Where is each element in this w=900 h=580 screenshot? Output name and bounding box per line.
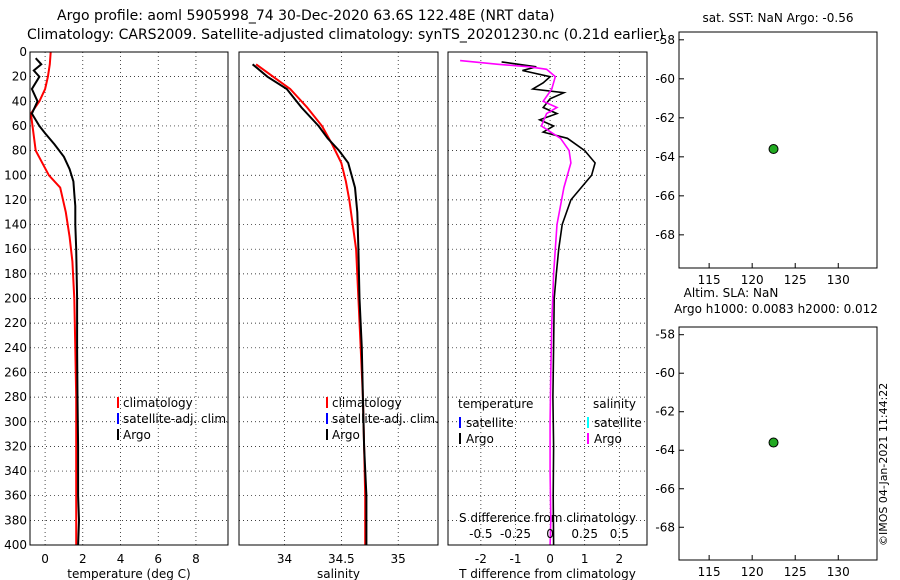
y-tick-label: 380 — [4, 513, 27, 527]
x-tick-label: 0 — [41, 552, 49, 566]
y-tick-label: 120 — [4, 193, 27, 207]
y-tick-label: 260 — [4, 365, 27, 379]
s-tick-label: 0.5 — [610, 527, 629, 541]
plot-frame-0 — [29, 51, 229, 546]
y-tick-label: 20 — [12, 70, 27, 84]
legend-label: satellite-adj. clim. — [123, 412, 230, 426]
x-tick-label: 120 — [741, 273, 764, 287]
x-tick-label: 130 — [827, 273, 850, 287]
x-tick-label: -1 — [510, 552, 522, 566]
x-tick-label: 0 — [546, 552, 554, 566]
y-tick-label: 80 — [12, 144, 27, 158]
series-line-argo — [30, 57, 81, 546]
s-tick-label: 0 — [546, 527, 554, 541]
y-tick-label: -62 — [655, 405, 675, 419]
y-tick-label: -68 — [655, 520, 675, 534]
x-tick-label: 4 — [117, 552, 125, 566]
y-tick-label: -64 — [655, 150, 675, 164]
y-tick-label: 60 — [12, 119, 27, 133]
x-tick-label: 8 — [192, 552, 200, 566]
float-location-marker — [768, 437, 779, 448]
legend-label: Argo — [123, 428, 151, 442]
legend-label-sal: Argo — [594, 432, 622, 446]
y-tick-label: -66 — [655, 482, 675, 496]
legend-header-temperature: temperature — [458, 397, 533, 411]
y-tick-label: 40 — [12, 94, 27, 108]
y-tick-label: 300 — [4, 415, 27, 429]
y-tick-label: 340 — [4, 464, 27, 478]
y-tick-label: 280 — [4, 390, 27, 404]
x-tick-label: 6 — [154, 552, 162, 566]
legend-label: Argo — [332, 428, 360, 442]
x-tick-label: 120 — [741, 565, 764, 579]
x-axis-label: temperature (deg C) — [67, 567, 190, 580]
y-tick-label: -60 — [655, 366, 675, 380]
y-tick-label: -68 — [655, 228, 675, 242]
y-tick-label: 0 — [19, 45, 27, 59]
legend-label-sal: satellite — [594, 416, 642, 430]
map-frame-3 — [678, 31, 878, 269]
series-line-salinity-argo — [460, 59, 572, 546]
y-tick-label: 140 — [4, 218, 27, 232]
x-tick-label: -2 — [475, 552, 487, 566]
x-tick-label: 125 — [784, 273, 807, 287]
x-tick-label: 34.5 — [328, 552, 355, 566]
y-tick-label: -66 — [655, 189, 675, 203]
plot-frame-1 — [238, 51, 439, 546]
credit-text: ©IMOS 04-Jan-2021 11:44:22 — [877, 383, 890, 546]
legend-label-temp: satellite — [466, 416, 514, 430]
y-tick-label: -64 — [655, 443, 675, 457]
x-tick-label: 130 — [827, 565, 850, 579]
y-tick-label: -58 — [655, 33, 675, 47]
legend-label-temp: Argo — [466, 432, 494, 446]
title-line1: Argo profile: aoml 5905998_74 30-Dec-202… — [57, 8, 555, 24]
x-tick-label: 34 — [277, 552, 292, 566]
y-tick-label: -60 — [655, 72, 675, 86]
map1-title: sat. SST: NaN Argo: -0.56 — [703, 11, 854, 25]
x-axis-label: T difference from climatology — [458, 567, 636, 580]
x-axis-label: salinity — [317, 567, 360, 580]
y-tick-label: -58 — [655, 328, 675, 342]
legend-label: climatology — [123, 396, 193, 410]
x-tick-label: 2 — [615, 552, 623, 566]
float-location-marker — [768, 144, 779, 155]
x-tick-label: 1 — [581, 552, 589, 566]
legend-header-salinity: salinity — [593, 397, 636, 411]
y-tick-label: 320 — [4, 439, 27, 453]
series-line-argo — [251, 63, 368, 545]
map2-title: Altim. SLA: NaN — [684, 286, 779, 300]
title-line2: Climatology: CARS2009. Satellite-adjuste… — [27, 27, 664, 43]
y-tick-label: 240 — [4, 341, 27, 355]
x-tick-label: 125 — [784, 565, 807, 579]
x-tick-label: 115 — [698, 565, 721, 579]
y-tick-label: 100 — [4, 168, 27, 182]
x-tick-label: 35 — [391, 552, 406, 566]
x-tick-label: 2 — [79, 552, 87, 566]
s-tick-label: -0.25 — [500, 527, 531, 541]
map-frame-4 — [678, 326, 878, 561]
y-tick-label: 160 — [4, 242, 27, 256]
s-tick-label: 0.25 — [571, 527, 598, 541]
y-tick-label: 400 — [4, 538, 27, 552]
y-tick-label: 360 — [4, 489, 27, 503]
x-tick-label: 115 — [698, 273, 721, 287]
y-tick-label: 180 — [4, 267, 27, 281]
s-axis-label: S difference from climatology — [459, 511, 636, 525]
y-tick-label: 220 — [4, 316, 27, 330]
s-tick-label: -0.5 — [469, 527, 492, 541]
plot-frame-2 — [447, 51, 648, 546]
series-line-climatology — [255, 63, 367, 545]
map2-subtitle: Argo h1000: 0.0083 h2000: 0.012 — [674, 302, 878, 316]
series-line-temperature-argo — [501, 61, 596, 546]
y-tick-label: -62 — [655, 111, 675, 125]
series-line-climatology — [29, 51, 78, 545]
y-tick-label: 200 — [4, 292, 27, 306]
legend-label: climatology — [332, 396, 402, 410]
legend-label: satellite-adj. clim. — [332, 412, 439, 426]
